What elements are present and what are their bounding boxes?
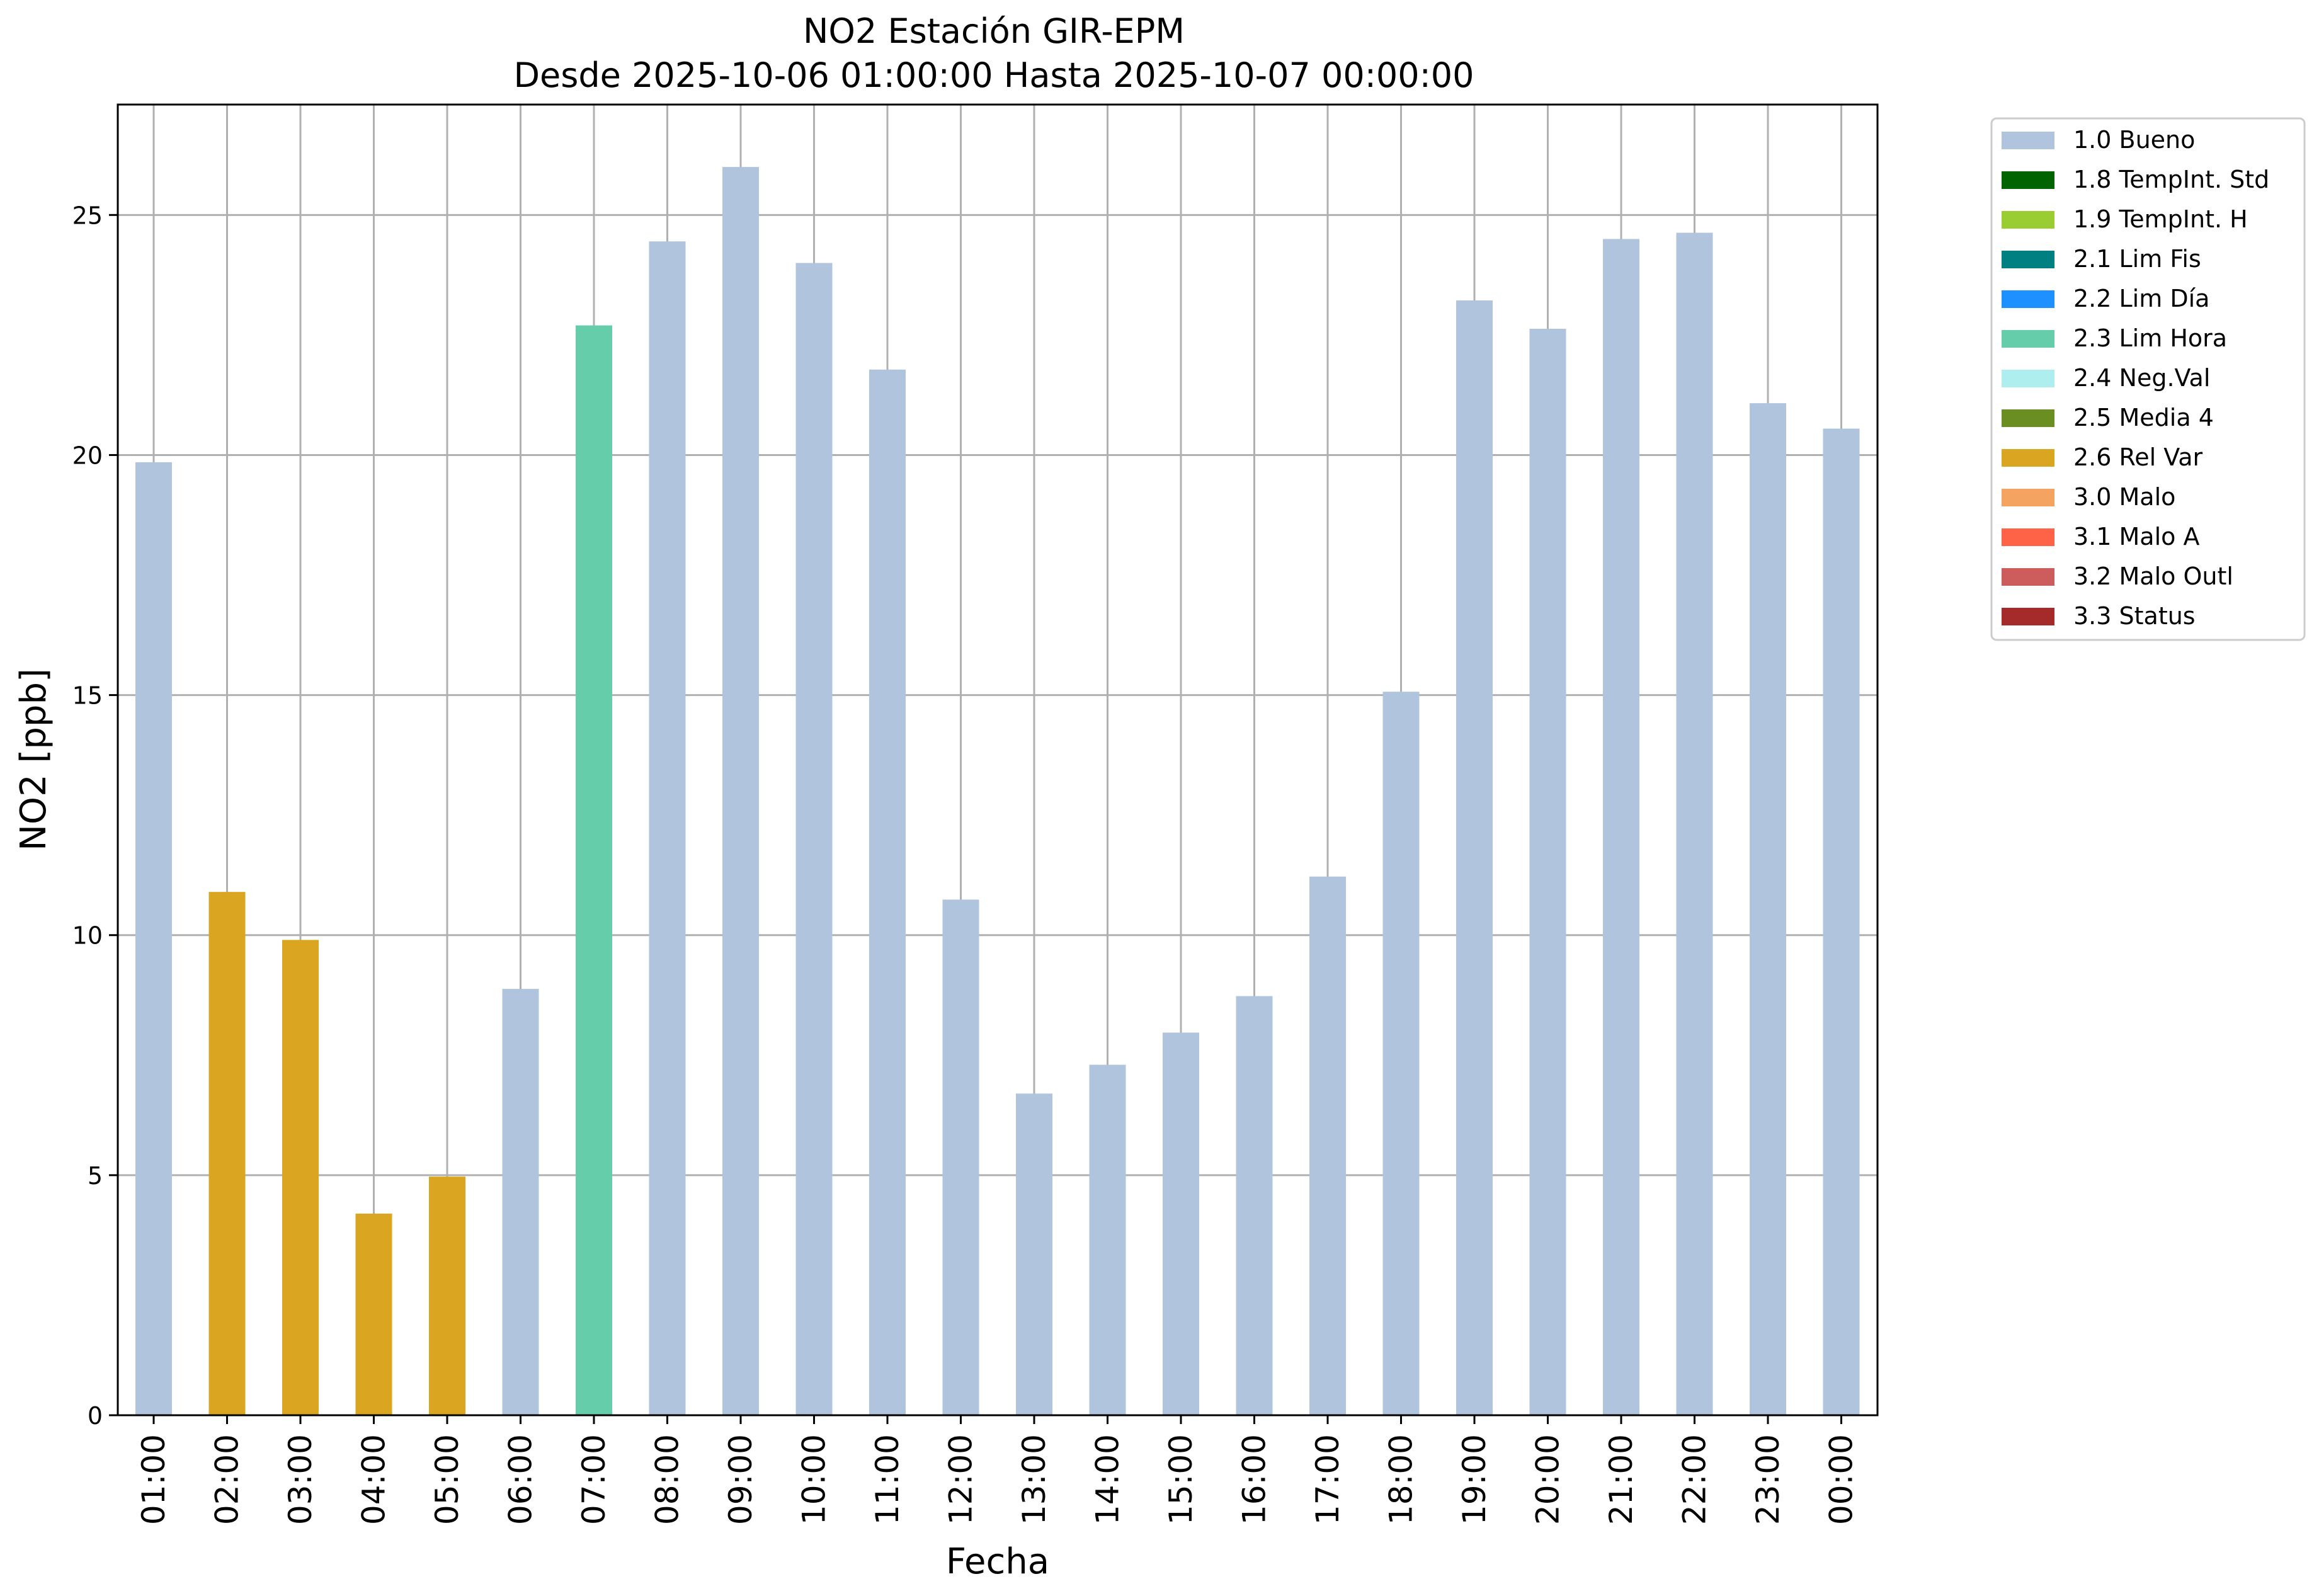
bar-15:00 xyxy=(1163,1032,1199,1415)
x-tick-label: 15:00 xyxy=(1163,1434,1199,1525)
x-tick-label: 16:00 xyxy=(1236,1434,1273,1525)
legend-label: 1.0 Bueno xyxy=(2073,126,2195,154)
x-tick-label: 18:00 xyxy=(1383,1434,1420,1525)
x-tick-label: 09:00 xyxy=(722,1434,759,1525)
bar-17:00 xyxy=(1309,876,1346,1415)
bar-08:00 xyxy=(649,241,686,1415)
legend-swatch xyxy=(2002,132,2054,149)
bar-07:00 xyxy=(576,325,612,1415)
legend-label: 3.0 Malo xyxy=(2073,483,2175,511)
legend-swatch xyxy=(2002,568,2054,586)
chart-subtitle: Desde 2025-10-06 01:00:00 Hasta 2025-10-… xyxy=(513,55,1474,95)
x-tick-label: 08:00 xyxy=(649,1434,686,1525)
legend-swatch xyxy=(2002,449,2054,467)
x-tick-label: 23:00 xyxy=(1750,1434,1786,1525)
y-tick-label: 5 xyxy=(88,1162,103,1190)
legend-label: 1.9 TempInt. H xyxy=(2073,205,2248,233)
plot-frame xyxy=(117,103,1879,1416)
bar-03:00 xyxy=(282,940,319,1415)
y-tick-label: 15 xyxy=(72,682,103,710)
legend-swatch xyxy=(2002,608,2054,625)
legend-swatch xyxy=(2002,409,2054,427)
legend: 1.0 Bueno 1.8 TempInt. Std 1.9 TempInt. H 2… xyxy=(1990,117,2306,641)
bar-23:00 xyxy=(1750,403,1786,1416)
legend-swatch xyxy=(2002,251,2054,268)
bars xyxy=(135,167,1860,1416)
chart-title: NO2 Estación GIR-EPM xyxy=(803,11,1185,51)
x-tick-label: 17:00 xyxy=(1309,1434,1346,1525)
y-axis-label: NO2 [ppb] xyxy=(13,668,54,851)
legend-label: 2.1 Lim Fis xyxy=(2073,245,2201,273)
x-tick-label: 00:00 xyxy=(1823,1434,1860,1525)
legend-swatch xyxy=(2002,528,2054,546)
legend-swatch xyxy=(2002,489,2054,506)
x-tick-label: 07:00 xyxy=(576,1434,612,1525)
legend-label: 2.5 Media 4 xyxy=(2073,404,2214,431)
bar-13:00 xyxy=(1016,1093,1052,1415)
legend-label: 2.2 Lim Día xyxy=(2073,285,2209,312)
bar-22:00 xyxy=(1676,232,1713,1415)
y-tick-label: 20 xyxy=(72,442,103,469)
x-tick-label: 14:00 xyxy=(1090,1434,1126,1525)
legend-label: 3.3 Status xyxy=(2073,602,2196,630)
bar-14:00 xyxy=(1089,1064,1126,1415)
legend-label: 2.6 Rel Var xyxy=(2073,443,2203,471)
x-tick-label: 03:00 xyxy=(282,1434,319,1525)
legend-label: 3.1 Malo A xyxy=(2073,523,2199,550)
legend-swatch xyxy=(2002,370,2054,387)
x-tick-label: 02:00 xyxy=(209,1434,246,1525)
bar-10:00 xyxy=(795,263,833,1415)
x-axis-label: Fecha xyxy=(946,1541,1049,1582)
bar-19:00 xyxy=(1456,300,1493,1415)
bar-05:00 xyxy=(429,1177,465,1415)
bar-09:00 xyxy=(722,167,759,1416)
x-tick-label: 19:00 xyxy=(1456,1434,1493,1525)
bar-20:00 xyxy=(1529,328,1566,1415)
legend-label: 2.3 Lim Hora xyxy=(2073,324,2227,352)
x-tick-label: 13:00 xyxy=(1016,1434,1052,1525)
bar-04:00 xyxy=(355,1213,392,1415)
bar-02:00 xyxy=(208,892,246,1415)
x-tick-label: 22:00 xyxy=(1677,1434,1713,1525)
x-tick-label: 12:00 xyxy=(943,1434,979,1525)
legend-label: 2.4 Neg.Val xyxy=(2073,364,2210,392)
y-tick-label: 10 xyxy=(72,922,103,950)
y-tick-label: 25 xyxy=(72,202,103,229)
bar-21:00 xyxy=(1603,239,1639,1415)
x-tick-label: 11:00 xyxy=(869,1434,906,1525)
x-tick-label: 21:00 xyxy=(1603,1434,1639,1525)
x-tick-label: 06:00 xyxy=(503,1434,539,1525)
legend-label: 3.2 Malo Outl xyxy=(2073,562,2233,590)
bar-00:00 xyxy=(1823,428,1860,1415)
legend-swatch xyxy=(2002,211,2054,229)
x-tick-label: 05:00 xyxy=(429,1434,465,1525)
bar-11:00 xyxy=(869,369,906,1415)
x-tick-label: 20:00 xyxy=(1530,1434,1566,1525)
bar-18:00 xyxy=(1382,692,1420,1415)
bar-01:00 xyxy=(135,462,172,1415)
legend-swatch xyxy=(2002,290,2054,308)
legend-frame xyxy=(1990,117,2306,641)
bar-06:00 xyxy=(502,989,539,1415)
y-tick-label: 0 xyxy=(88,1402,103,1430)
legend-swatch xyxy=(2002,171,2054,189)
bar-12:00 xyxy=(942,899,979,1415)
legend-label: 1.8 TempInt. Std xyxy=(2073,166,2269,193)
bar-16:00 xyxy=(1236,996,1273,1415)
legend-swatch xyxy=(2002,330,2054,348)
x-tick-label: 04:00 xyxy=(356,1434,392,1525)
x-tick-label: 01:00 xyxy=(135,1434,172,1525)
x-axis-ticks: 01:00 02:00 03:00 04:00 05:00 06:00 07:00 08:00… xyxy=(135,1415,1860,1525)
x-tick-label: 10:00 xyxy=(796,1434,833,1525)
y-axis-ticks: 0 5 10 15 20 25 xyxy=(72,202,118,1430)
